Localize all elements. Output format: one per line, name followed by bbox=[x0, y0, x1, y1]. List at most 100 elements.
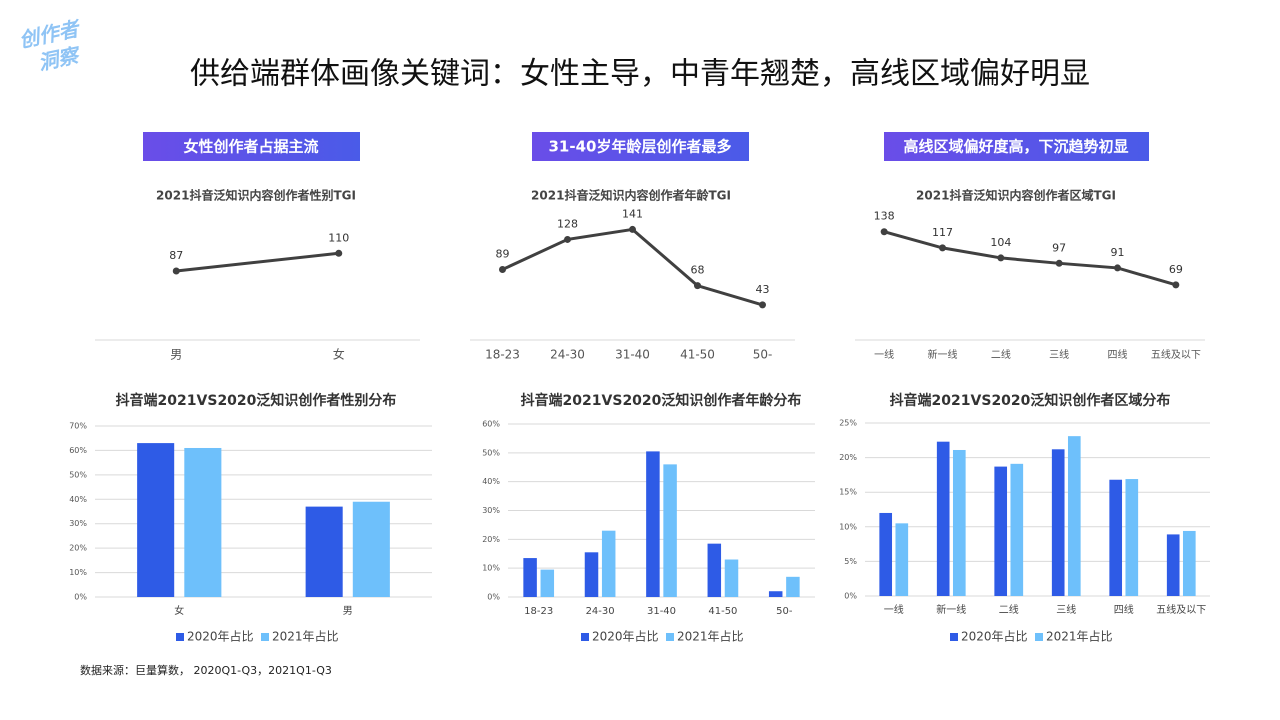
point bbox=[172, 267, 180, 275]
y-tick-label: 30% bbox=[482, 506, 500, 515]
x-tick-label: 50- bbox=[753, 348, 773, 362]
x-tick-label: 男 bbox=[343, 605, 353, 617]
x-tick-label: 男 bbox=[170, 348, 182, 362]
y-tick-label: 30% bbox=[69, 519, 87, 528]
chart-title: 2021抖音泛知识内容创作者性别TGI bbox=[156, 188, 356, 203]
x-tick-label: 五线及以下 bbox=[1151, 348, 1201, 361]
y-tick-label: 5% bbox=[844, 557, 857, 566]
badge-text: 女性创作者占据主流 bbox=[183, 138, 318, 156]
line bbox=[176, 251, 339, 273]
data-label: 117 bbox=[932, 226, 953, 239]
bar bbox=[523, 558, 537, 597]
data-label: 104 bbox=[990, 236, 1011, 249]
x-tick-label: 二线 bbox=[999, 603, 1019, 616]
point bbox=[564, 235, 571, 243]
y-tick-label: 0% bbox=[487, 593, 500, 602]
page-title: 供给端群体画像关键词：女性主导，中青年翘楚，高线区域偏好明显 bbox=[190, 57, 1090, 92]
bar bbox=[879, 512, 893, 596]
legend-swatch bbox=[950, 633, 958, 641]
legend-label: 2021年占比 bbox=[1046, 629, 1113, 644]
legend-swatch bbox=[1035, 633, 1043, 641]
bar bbox=[724, 559, 739, 597]
y-tick-label: 20% bbox=[482, 535, 500, 544]
point bbox=[997, 254, 1005, 262]
line bbox=[501, 227, 763, 307]
badge-text: 31-40岁年龄层创作者最多 bbox=[549, 138, 732, 156]
x-tick-label: 18-23 bbox=[524, 606, 553, 617]
y-tick-label: 60% bbox=[69, 446, 87, 455]
point bbox=[1055, 259, 1063, 267]
bar bbox=[601, 530, 616, 597]
y-tick-label: 50% bbox=[69, 470, 87, 479]
x-tick-label: 四线 bbox=[1108, 348, 1128, 361]
x-tick-label: 女 bbox=[333, 347, 345, 362]
bar bbox=[895, 523, 909, 596]
point bbox=[629, 225, 636, 233]
legend-swatch bbox=[176, 633, 184, 641]
bar bbox=[305, 506, 343, 597]
chart-title: 2021抖音泛知识内容创作者年龄TGI bbox=[531, 188, 731, 203]
badge bbox=[532, 132, 749, 161]
data-label: 68 bbox=[691, 264, 705, 277]
y-tick-label: 20% bbox=[69, 544, 87, 553]
data-label: 110 bbox=[328, 231, 349, 244]
legend-label: 2020年占比 bbox=[187, 629, 254, 644]
x-tick-label: 二线 bbox=[991, 348, 1011, 361]
data-label: 91 bbox=[1111, 246, 1125, 259]
x-tick-label: 24-30 bbox=[550, 348, 585, 362]
bar bbox=[1166, 534, 1180, 596]
bar bbox=[1010, 463, 1024, 596]
x-tick-label: 24-30 bbox=[586, 606, 615, 617]
point bbox=[499, 265, 506, 273]
x-tick-label: 五线及以下 bbox=[1156, 603, 1206, 616]
legend-label: 2021年占比 bbox=[272, 629, 339, 644]
data-label: 138 bbox=[874, 210, 895, 223]
bar bbox=[1109, 479, 1123, 596]
bar bbox=[584, 552, 599, 597]
chart-title: 2021抖音泛知识内容创作者区域TGI bbox=[916, 188, 1116, 203]
legend-swatch bbox=[581, 633, 589, 641]
x-tick-label: 三线 bbox=[1049, 348, 1069, 361]
badge-text: 高线区域偏好度高，下沉趋势初显 bbox=[903, 138, 1128, 156]
data-label: 69 bbox=[1169, 263, 1183, 276]
y-tick-label: 0% bbox=[74, 593, 87, 602]
point bbox=[1114, 264, 1121, 272]
y-tick-label: 50% bbox=[482, 448, 500, 457]
point bbox=[1172, 281, 1180, 289]
badge bbox=[143, 132, 360, 161]
legend-label: 2020年占比 bbox=[961, 629, 1028, 644]
bar bbox=[994, 466, 1008, 596]
legend-label: 2021年占比 bbox=[677, 629, 744, 644]
data-label: 97 bbox=[1052, 241, 1066, 254]
bar bbox=[936, 441, 950, 596]
x-tick-label: 41-50 bbox=[680, 348, 715, 362]
bar bbox=[663, 464, 677, 597]
data-label: 128 bbox=[557, 217, 578, 230]
chart-title: 抖音端2021VS2020泛知识创作者年龄分布 bbox=[521, 392, 802, 409]
y-tick-label: 25% bbox=[839, 419, 857, 428]
legend-swatch bbox=[261, 633, 269, 641]
y-tick-label: 0% bbox=[844, 592, 857, 601]
chart-title: 抖音端2021VS2020泛知识创作者区域分布 bbox=[890, 392, 1171, 409]
bar bbox=[1125, 479, 1139, 596]
point bbox=[880, 228, 888, 236]
point bbox=[939, 244, 946, 252]
bar bbox=[1182, 530, 1196, 596]
badge bbox=[884, 132, 1149, 161]
bar bbox=[707, 543, 722, 597]
point bbox=[694, 282, 701, 290]
y-tick-label: 60% bbox=[482, 420, 500, 429]
point bbox=[759, 301, 766, 309]
bar bbox=[646, 451, 660, 597]
bar bbox=[952, 449, 966, 596]
x-tick-label: 41-50 bbox=[708, 606, 737, 617]
y-tick-label: 10% bbox=[482, 564, 500, 573]
point bbox=[335, 249, 343, 257]
x-tick-label: 四线 bbox=[1114, 603, 1134, 616]
x-tick-label: 18-23 bbox=[485, 348, 520, 362]
y-tick-label: 10% bbox=[839, 522, 857, 531]
legend-label: 2020年占比 bbox=[592, 629, 659, 644]
logo: 创作者 洞察 bbox=[17, 16, 84, 75]
y-tick-label: 15% bbox=[839, 488, 857, 497]
